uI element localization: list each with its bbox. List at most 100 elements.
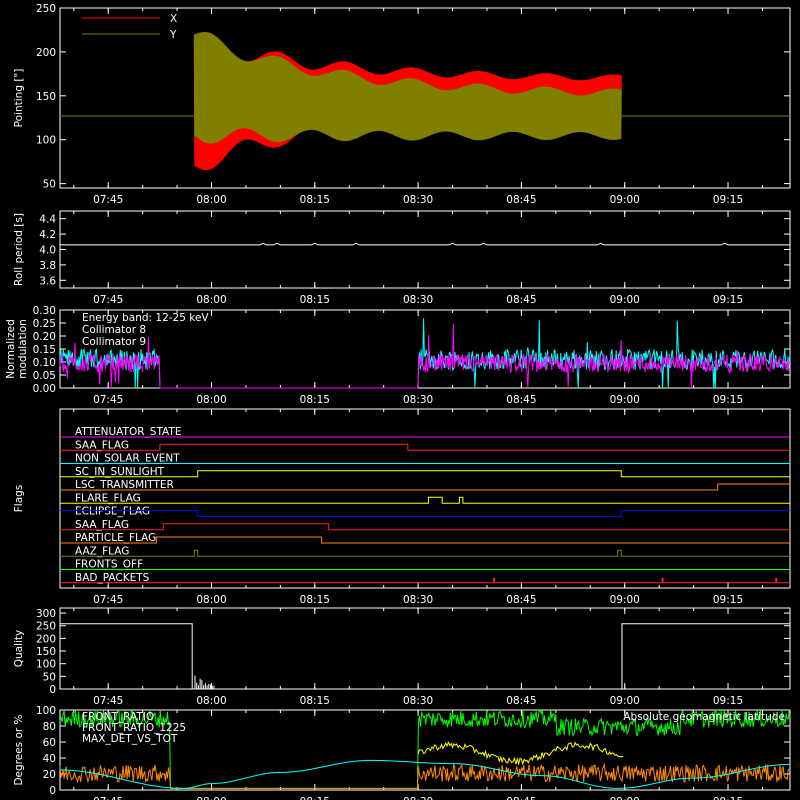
front-ratio-1225-label: FRONT_RATIO_1225 [82, 722, 186, 734]
y-tick-label: 100 [36, 135, 56, 147]
x-tick-label: 08:45 [506, 594, 536, 606]
flag-label: BAD_PACKETS [75, 572, 150, 584]
x-tick-label: 08:00 [196, 294, 226, 306]
y-tick-label: 40 [43, 753, 56, 765]
flag-line [60, 483, 790, 491]
x-pointing-series [193, 34, 622, 171]
flag-line [60, 443, 790, 451]
x-tick-label: 08:30 [403, 194, 433, 206]
y-tick-label: 100 [36, 705, 56, 717]
y-axis-title: modulation [17, 319, 29, 378]
y-pointing-series [193, 31, 622, 144]
x-tick-label: 07:45 [93, 294, 123, 306]
x-tick-label: 08:00 [196, 394, 226, 406]
x-tick-label: 07:45 [93, 194, 123, 206]
y-tick-label: 4.4 [39, 214, 56, 226]
x-tick-label: 08:15 [300, 294, 330, 306]
y-tick-label: 0.00 [33, 383, 56, 395]
y-tick-label: 80 [43, 721, 56, 733]
y-axis-title: Normalized [5, 319, 17, 379]
x-tick-label: 08:15 [300, 594, 330, 606]
flag-line [60, 510, 790, 517]
x-tick-label: 09:15 [713, 394, 743, 406]
x-tick-label: 09:00 [610, 394, 640, 406]
y-tick-label: 60 [43, 737, 56, 749]
x-tick-label: 08:45 [506, 194, 536, 206]
geomag-latitude-series [60, 759, 790, 789]
flag-line [60, 536, 790, 544]
x-tick-label: 09:00 [610, 695, 640, 707]
y-tick-label: 0.30 [33, 305, 56, 317]
y-tick-label: 0 [49, 684, 56, 696]
flag-label: SAA_FLAG [75, 439, 129, 451]
y-tick-label: 250 [36, 621, 56, 633]
x-tick-label: 09:15 [713, 194, 743, 206]
y-axis-title: Pointing ["] [13, 69, 25, 128]
flag-label: PARTICLE_FLAG [75, 532, 156, 544]
flag-label: SC_IN_SUNLIGHT [75, 466, 165, 478]
front-ratio-label: FRONT_RATIO [82, 711, 154, 723]
y-tick-label: 0.15 [33, 344, 56, 356]
geomag-latitude-label: Absolute geomagnetic latitude [623, 711, 785, 723]
flag-label: NON_SOLAR_EVENT [75, 453, 180, 465]
collimator9-label: Collimator 9 [82, 336, 146, 348]
panel-frame-flags [59, 408, 791, 589]
flag-line [60, 549, 790, 557]
x-tick-label: 08:30 [403, 695, 433, 707]
roll-period-series [60, 242, 790, 246]
flag-label: ECLIPSE_FLAG [75, 506, 150, 518]
x-tick-label: 09:15 [713, 695, 743, 707]
collimator8-label: Collimator 8 [82, 324, 146, 336]
x-tick-label: 07:45 [93, 796, 123, 800]
energy-band-label: Energy band: 12-25 keV [82, 312, 209, 324]
y-tick-label: 200 [36, 47, 56, 59]
x-tick-label: 09:00 [610, 194, 640, 206]
flag-label: AAZ_FLAG [75, 545, 129, 557]
legend-label-x: X [170, 13, 177, 25]
x-tick-label: 08:15 [300, 394, 330, 406]
flag-label: LSC_TRANSMITTER [75, 479, 174, 491]
y-tick-label: 150 [36, 91, 56, 103]
flag-label: ATTENUATOR_STATE [75, 426, 181, 438]
y-axis-title: Roll period [s] [13, 213, 25, 286]
x-tick-label: 08:30 [403, 594, 433, 606]
x-tick-label: 09:00 [610, 594, 640, 606]
max-det-vs-tot-label: MAX_DET_VS_TOT [82, 733, 178, 745]
x-tick-label: 08:00 [196, 695, 226, 707]
x-tick-label: 08:30 [403, 796, 433, 800]
y-tick-label: 0.10 [33, 357, 56, 369]
x-tick-label: 09:15 [713, 294, 743, 306]
flag-label: FLARE_FLAG [75, 492, 141, 504]
x-tick-label: 08:45 [506, 695, 536, 707]
y-tick-label: 0.25 [33, 318, 56, 330]
x-tick-label: 08:00 [196, 194, 226, 206]
x-tick-label: 08:45 [506, 394, 536, 406]
y-tick-label: 20 [43, 769, 56, 781]
x-tick-label: 09:00 [610, 294, 640, 306]
flag-label: FRONTS_OFF [75, 559, 143, 571]
y-tick-label: 50 [43, 671, 56, 683]
flag-label: SAA_FLAG [75, 519, 129, 531]
y-axis-title: Quality [13, 630, 25, 668]
y-tick-label: 0.05 [33, 370, 56, 382]
x-tick-label: 07:45 [93, 594, 123, 606]
y-tick-label: 200 [36, 633, 56, 645]
x-tick-label: 09:15 [713, 796, 743, 800]
y-tick-label: 100 [36, 659, 56, 671]
x-tick-label: 08:30 [403, 394, 433, 406]
x-tick-label: 08:30 [403, 294, 433, 306]
y-tick-label: 4.0 [39, 245, 56, 257]
flag-line [60, 496, 790, 504]
y-axis-title: Degrees or % [13, 714, 25, 785]
y-tick-label: 0 [49, 785, 56, 797]
y-tick-label: 3.6 [39, 275, 56, 287]
y-tick-label: 0.20 [33, 331, 56, 343]
flag-line [60, 470, 790, 478]
x-tick-label: 08:00 [196, 594, 226, 606]
y-axis-title: Flags [13, 485, 25, 513]
x-tick-label: 08:00 [196, 796, 226, 800]
x-tick-label: 07:45 [93, 695, 123, 707]
panel-frame-ratios [59, 709, 791, 791]
collimator9-series [59, 323, 791, 389]
